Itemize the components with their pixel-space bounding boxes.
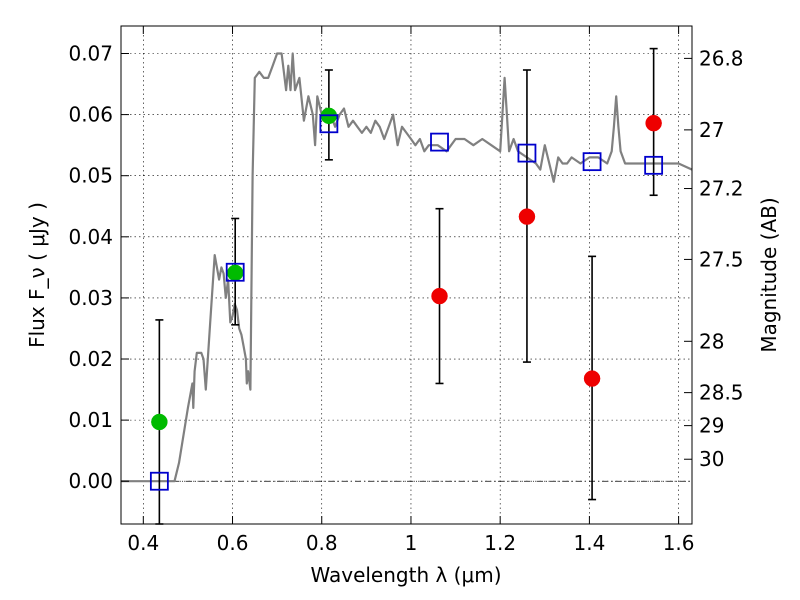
y2-axis-label: Magnitude (AB) (757, 197, 781, 352)
photometry-point (518, 208, 536, 225)
x-tick-label: 1.2 (484, 531, 516, 555)
photometry-point (226, 264, 244, 282)
x-tick-label: 1.6 (663, 531, 695, 555)
y2-tick-label: 30 (699, 447, 724, 471)
x-tick-label: 1 (405, 531, 418, 555)
y2-tick-label: 27.5 (699, 247, 744, 271)
y-tick-label: 0.02 (68, 347, 113, 371)
axis-ticks: 0.4 0.6 0.8 1 1.2 1.4 1.6 0.00 0.01 0.02 0.03 0.04 0… (68, 26, 744, 555)
y-tick-label: 0.04 (68, 225, 113, 249)
plot-frame (120, 25, 693, 525)
x-tick-label: 0.8 (306, 531, 338, 555)
y2-tick-label: 26.8 (699, 46, 744, 70)
y-tick-label: 0.01 (68, 408, 113, 432)
photometry-point (431, 287, 448, 305)
y-tick-label: 0.00 (68, 469, 113, 493)
photometry-point (645, 114, 662, 132)
y-tick-label: 0.07 (68, 41, 113, 65)
y2-tick-label: 28 (699, 329, 724, 353)
photometry-point (151, 413, 168, 431)
y-axis-label: Flux F_ν ( μJy ) (25, 202, 49, 348)
y2-tick-label: 28.5 (699, 381, 744, 405)
model-synthetic-point (582, 152, 602, 172)
model-synthetic-point (319, 114, 339, 134)
model-synthetic-point (149, 471, 169, 491)
y2-tick-label: 27.2 (699, 177, 744, 201)
plot-area (121, 47, 692, 525)
x-axis-label: Wavelength λ (μm) (310, 563, 501, 587)
y-tick-label: 0.06 (68, 103, 113, 127)
y-tick-label: 0.03 (68, 286, 113, 310)
model-synthetic-point (517, 143, 537, 163)
model-synthetic-point (225, 262, 245, 282)
x-tick-label: 0.4 (127, 531, 159, 555)
y2-tick-label: 27 (699, 118, 724, 142)
model-spectrum-line (121, 52, 692, 483)
photometry-point (583, 370, 601, 387)
y-tick-label: 0.05 (68, 164, 113, 188)
grid-lines (121, 26, 692, 524)
x-tick-label: 0.6 (217, 531, 249, 555)
y2-tick-label: 29 (699, 414, 724, 438)
model-synthetic-point (430, 132, 449, 152)
x-tick-label: 1.4 (573, 531, 605, 555)
model-synthetic-point (644, 155, 664, 175)
